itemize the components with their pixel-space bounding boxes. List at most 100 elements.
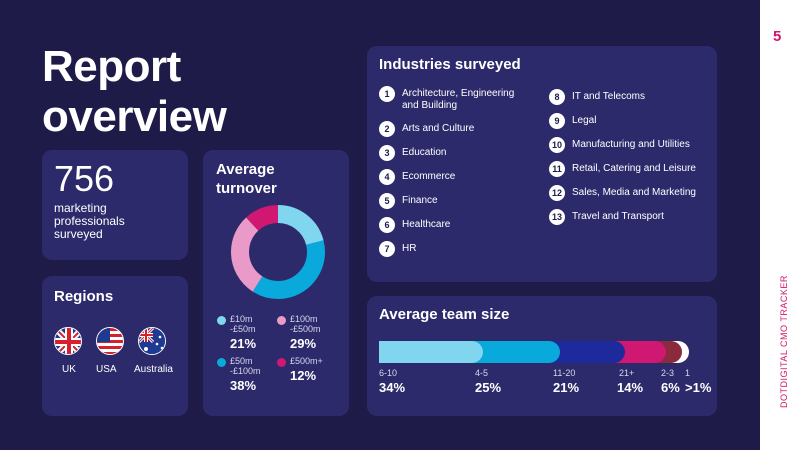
- industry-number: 9: [549, 113, 565, 129]
- industry-item: 9 Legal: [549, 113, 709, 129]
- uk-flag-icon: [54, 327, 82, 355]
- page-title: Report overview: [42, 42, 227, 142]
- industry-label: Manufacturing and Utilities: [572, 139, 690, 150]
- industry-item: 11 Retail, Catering and Leisure: [549, 161, 709, 177]
- industries-title: Industries surveyed: [379, 56, 521, 73]
- industry-label: HR: [402, 243, 417, 254]
- industry-label: Ecommerce: [402, 171, 456, 182]
- donut-segment-500m-plus: [231, 205, 325, 299]
- turnover-title-line-2: turnover: [216, 180, 277, 197]
- legend-pct: 29%: [290, 336, 317, 351]
- turnover-card: Average turnover £10m -£50m 21% £100m -£…: [203, 150, 349, 416]
- legend-dot: [217, 316, 226, 325]
- regions-card: Regions UK USA Australia: [42, 276, 188, 416]
- industry-label: Sales, Media and Marketing: [572, 187, 696, 198]
- page-number: 5: [773, 28, 782, 45]
- industry-number: 1: [379, 86, 395, 102]
- team-label-21-plus: 21+: [619, 368, 635, 378]
- industry-item: 1 Architecture, Engineering and Building: [379, 86, 519, 112]
- tracker-label: DOTDIGITAL CMO TRACKER: [779, 275, 789, 408]
- respondents-text: marketing professionals surveyed: [54, 201, 125, 241]
- legend-label: -£50m: [230, 324, 256, 334]
- industries-card: Industries surveyed 1 Architecture, Engin…: [367, 46, 717, 282]
- industry-item: 2 Arts and Culture: [379, 121, 519, 137]
- respondents-card: 756 marketing professionals surveyed: [42, 150, 188, 260]
- legend-500m-plus: £500m+ 12%: [277, 356, 323, 383]
- industry-item: 4 Ecommerce: [379, 169, 519, 185]
- team-label-4-5: 4-5: [475, 368, 489, 378]
- industry-number: 12: [549, 185, 565, 201]
- team-label-11-20: 11-20: [553, 368, 576, 378]
- side-strip: [760, 0, 800, 450]
- legend-dot: [217, 358, 226, 367]
- industry-number: 13: [549, 209, 565, 225]
- industry-number: 5: [379, 193, 395, 209]
- industry-number: 3: [379, 145, 395, 161]
- legend-label: -£500m: [290, 324, 321, 334]
- industry-item: 8 IT and Telecoms: [549, 89, 709, 105]
- industry-label: Finance: [402, 195, 438, 206]
- team-size-title: Average team size: [379, 306, 510, 323]
- team-pct-6-10: 34%: [379, 380, 406, 395]
- team-label-6-10: 6-10: [379, 368, 398, 378]
- industry-item: 7 HR: [379, 241, 519, 257]
- legend-label: £50m: [230, 356, 253, 366]
- industry-label: Arts and Culture: [402, 123, 475, 134]
- industry-label: Travel and Transport: [572, 211, 664, 222]
- donut-segment-50m-100m: [231, 205, 325, 299]
- industry-number: 10: [549, 137, 565, 153]
- title-line-1: Report: [42, 42, 181, 91]
- regions-title: Regions: [54, 288, 114, 305]
- team-pct-4-5: 25%: [475, 380, 502, 395]
- legend-100m-500m: £100m -£500m 29%: [277, 314, 321, 351]
- industry-label: IT and Telecoms: [572, 91, 646, 102]
- region-label-usa: USA: [96, 364, 117, 375]
- industry-label: Architecture, Engineering and Building: [402, 88, 515, 111]
- industry-label: Legal: [572, 115, 597, 126]
- team-label-1: 1: [685, 368, 691, 378]
- region-label-uk: UK: [62, 364, 76, 375]
- turnover-title-line-1: Average: [216, 161, 275, 178]
- team-size-bar: [379, 341, 689, 363]
- team-pct-11-20: 21%: [553, 380, 580, 395]
- industry-label: Healthcare: [402, 219, 451, 230]
- industry-item: 5 Finance: [379, 193, 519, 209]
- industry-number: 8: [549, 89, 565, 105]
- legend-label: £100m: [290, 314, 318, 324]
- legend-pct: 38%: [230, 378, 257, 393]
- team-label-2-3: 2-3: [661, 368, 675, 378]
- industry-label: Education: [402, 147, 447, 158]
- industry-number: 7: [379, 241, 395, 257]
- industry-number: 6: [379, 217, 395, 233]
- usa-flag-icon: [96, 327, 124, 355]
- legend-label: -£100m: [230, 366, 261, 376]
- turnover-donut-chart: [231, 205, 325, 299]
- industry-item: 6 Healthcare: [379, 217, 519, 233]
- legend-label: £500m+: [290, 356, 323, 366]
- industry-number: 2: [379, 121, 395, 137]
- industry-number: 11: [549, 161, 565, 177]
- team-pct-21-plus: 14%: [617, 380, 644, 395]
- legend-pct: 21%: [230, 336, 257, 351]
- legend-dot: [277, 358, 286, 367]
- legend-dot: [277, 316, 286, 325]
- respondents-count: 756: [54, 158, 115, 199]
- industry-item: 13 Travel and Transport: [549, 209, 709, 225]
- legend-label: £10m: [230, 314, 253, 324]
- legend-10m-50m: £10m -£50m 21%: [217, 314, 257, 351]
- industry-item: 10 Manufacturing and Utilities: [549, 137, 709, 153]
- industry-label: Retail, Catering and Leisure: [572, 163, 696, 174]
- australia-flag-icon: [138, 327, 166, 355]
- legend-pct: 12%: [290, 368, 317, 383]
- title-line-2: overview: [42, 92, 227, 141]
- turnover-title: Average turnover: [216, 160, 336, 198]
- team-pct-1: >1%: [685, 380, 712, 395]
- team-seg-6-10: [379, 341, 483, 363]
- industry-item: 12 Sales, Media and Marketing: [549, 185, 709, 201]
- team-size-card: Average team size 6-10 34% 4-5 25% 11-20…: [367, 296, 717, 416]
- region-label-australia: Australia: [134, 364, 173, 375]
- legend-50m-100m: £50m -£100m 38%: [217, 356, 261, 393]
- donut-segment-100m-500m: [231, 205, 325, 299]
- industry-number: 4: [379, 169, 395, 185]
